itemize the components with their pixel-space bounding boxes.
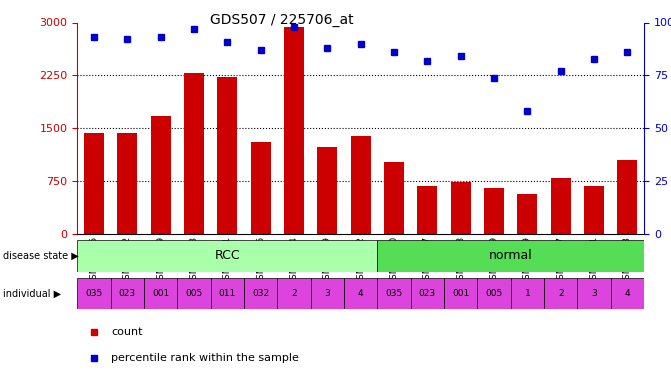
Text: RCC: RCC <box>215 249 240 262</box>
Bar <box>344 278 377 309</box>
Text: 035: 035 <box>385 289 403 298</box>
Text: count: count <box>111 327 143 337</box>
Bar <box>584 186 604 234</box>
Bar <box>77 240 377 272</box>
Bar <box>377 278 411 309</box>
Text: 032: 032 <box>252 289 269 298</box>
Text: 4: 4 <box>358 289 364 298</box>
Bar <box>250 142 270 234</box>
Bar <box>384 162 404 234</box>
Text: 3: 3 <box>591 289 597 298</box>
Bar <box>511 278 544 309</box>
Bar <box>377 240 644 272</box>
Bar <box>317 147 338 234</box>
Bar <box>177 278 211 309</box>
Bar <box>184 74 204 234</box>
Bar <box>77 278 111 309</box>
Bar <box>611 278 644 309</box>
Bar <box>617 159 637 234</box>
Text: individual ▶: individual ▶ <box>3 288 62 298</box>
Text: 3: 3 <box>325 289 330 298</box>
Bar <box>551 178 571 234</box>
Text: 023: 023 <box>419 289 436 298</box>
Bar <box>217 77 238 234</box>
Text: 035: 035 <box>85 289 103 298</box>
Bar <box>277 278 311 309</box>
Bar <box>578 278 611 309</box>
Bar <box>211 278 244 309</box>
Bar <box>311 278 344 309</box>
Bar <box>544 278 578 309</box>
Bar <box>417 186 437 234</box>
Text: 2: 2 <box>558 289 564 298</box>
Bar <box>484 188 504 234</box>
Bar <box>444 278 477 309</box>
Text: 011: 011 <box>219 289 236 298</box>
Bar <box>284 27 304 234</box>
Bar <box>477 278 511 309</box>
Text: 023: 023 <box>119 289 136 298</box>
Text: 001: 001 <box>452 289 469 298</box>
Bar <box>150 116 170 234</box>
Text: 005: 005 <box>185 289 203 298</box>
Bar <box>84 134 104 234</box>
Text: disease state ▶: disease state ▶ <box>3 251 79 261</box>
Bar <box>411 278 444 309</box>
Text: GDS507 / 225706_at: GDS507 / 225706_at <box>210 13 354 27</box>
Text: percentile rank within the sample: percentile rank within the sample <box>111 353 299 363</box>
Text: 005: 005 <box>485 289 503 298</box>
Bar <box>517 194 537 234</box>
Bar <box>451 182 471 234</box>
Text: 2: 2 <box>291 289 297 298</box>
Text: 001: 001 <box>152 289 169 298</box>
Text: 1: 1 <box>525 289 530 298</box>
Bar <box>111 278 144 309</box>
Bar <box>351 136 370 234</box>
Text: normal: normal <box>489 249 533 262</box>
Bar <box>117 134 137 234</box>
Text: 4: 4 <box>625 289 630 298</box>
Bar <box>144 278 177 309</box>
Bar <box>244 278 277 309</box>
